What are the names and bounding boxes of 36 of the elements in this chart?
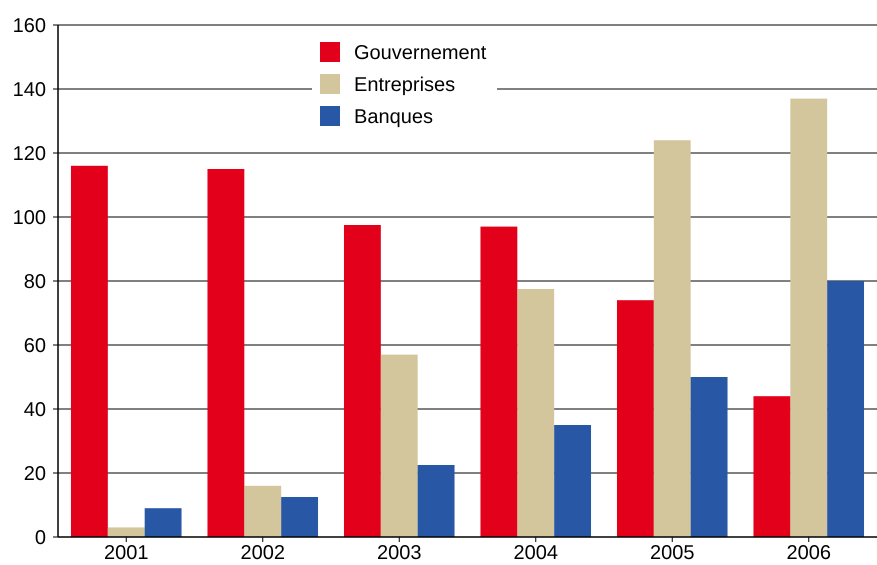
bar xyxy=(517,289,554,537)
bar xyxy=(480,226,518,537)
y-tick-label: 60 xyxy=(24,335,46,357)
bar xyxy=(827,281,864,537)
x-tick-label: 2002 xyxy=(240,542,285,564)
bar xyxy=(207,169,244,537)
y-tick-label: 40 xyxy=(24,399,46,421)
legend-label: Gouvernement xyxy=(354,42,487,64)
y-tick-label: 120 xyxy=(12,143,46,165)
y-tick-label: 140 xyxy=(12,79,46,101)
bar xyxy=(554,425,592,537)
y-tick-label: 100 xyxy=(12,207,46,229)
bar xyxy=(616,300,654,537)
legend-label: Entreprises xyxy=(354,74,456,96)
bar xyxy=(244,486,282,537)
bar xyxy=(344,225,381,537)
x-tick-label: 2004 xyxy=(514,542,558,564)
x-tick-label: 2006 xyxy=(786,542,831,564)
x-tick-label: 2003 xyxy=(377,542,422,564)
bar xyxy=(753,396,790,537)
bar xyxy=(690,377,728,537)
bar xyxy=(108,527,145,537)
legend-label: Banques xyxy=(354,106,433,128)
bar xyxy=(70,166,108,537)
bar xyxy=(654,140,691,537)
x-tick-label: 2005 xyxy=(650,542,694,564)
bar xyxy=(281,497,318,537)
y-tick-label: 0 xyxy=(34,527,46,549)
x-tick-label: 2001 xyxy=(104,542,148,564)
bar xyxy=(790,98,828,537)
y-tick-label: 20 xyxy=(24,463,46,485)
bar xyxy=(418,465,455,537)
bar xyxy=(380,354,418,537)
y-tick-label: 80 xyxy=(24,271,46,293)
y-tick-label: 160 xyxy=(12,15,46,37)
bar xyxy=(144,508,182,537)
